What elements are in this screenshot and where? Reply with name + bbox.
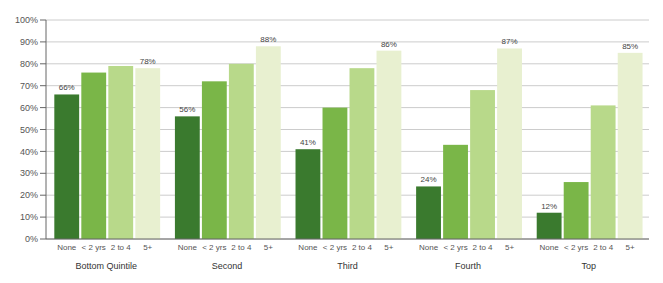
svg-text:12%: 12%: [541, 202, 557, 211]
svg-text:56%: 56%: [179, 105, 195, 114]
svg-text:Bottom Quintile: Bottom Quintile: [76, 261, 138, 271]
svg-text:100%: 100%: [15, 15, 38, 25]
svg-text:70%: 70%: [20, 81, 38, 91]
svg-text:86%: 86%: [381, 40, 397, 49]
svg-text:5+: 5+: [264, 243, 273, 252]
svg-text:2 to 4: 2 to 4: [473, 243, 494, 252]
svg-text:41%: 41%: [300, 138, 316, 147]
svg-text:Third: Third: [337, 261, 358, 271]
svg-text:88%: 88%: [260, 35, 276, 44]
svg-text:2 to 4: 2 to 4: [111, 243, 132, 252]
svg-text:None: None: [540, 243, 560, 252]
svg-text:2 to 4: 2 to 4: [231, 243, 252, 252]
svg-text:Top: Top: [581, 261, 596, 271]
svg-text:< 2 yrs: < 2 yrs: [82, 243, 106, 252]
svg-text:20%: 20%: [20, 190, 38, 200]
svg-text:< 2 yrs: < 2 yrs: [443, 243, 467, 252]
svg-text:None: None: [419, 243, 439, 252]
svg-text:80%: 80%: [20, 59, 38, 69]
svg-text:10%: 10%: [20, 212, 38, 222]
svg-text:< 2 yrs: < 2 yrs: [202, 243, 226, 252]
svg-text:30%: 30%: [20, 168, 38, 178]
svg-text:None: None: [178, 243, 198, 252]
svg-text:None: None: [57, 243, 77, 252]
svg-text:Fourth: Fourth: [455, 261, 481, 271]
svg-text:90%: 90%: [20, 37, 38, 47]
svg-text:None: None: [298, 243, 318, 252]
svg-text:24%: 24%: [421, 175, 437, 184]
svg-text:< 2 yrs: < 2 yrs: [564, 243, 588, 252]
svg-text:2 to 4: 2 to 4: [352, 243, 373, 252]
svg-text:2 to 4: 2 to 4: [593, 243, 614, 252]
svg-text:5+: 5+: [626, 243, 635, 252]
svg-text:Second: Second: [212, 261, 243, 271]
svg-text:87%: 87%: [502, 37, 518, 46]
svg-text:50%: 50%: [20, 125, 38, 135]
svg-text:5+: 5+: [505, 243, 514, 252]
svg-text:85%: 85%: [622, 42, 638, 51]
svg-text:5+: 5+: [143, 243, 152, 252]
svg-text:0%: 0%: [25, 234, 38, 244]
svg-text:66%: 66%: [59, 83, 75, 92]
svg-text:78%: 78%: [140, 57, 156, 66]
svg-text:< 2 yrs: < 2 yrs: [323, 243, 347, 252]
svg-text:60%: 60%: [20, 103, 38, 113]
svg-text:5+: 5+: [384, 243, 393, 252]
svg-text:40%: 40%: [20, 147, 38, 157]
